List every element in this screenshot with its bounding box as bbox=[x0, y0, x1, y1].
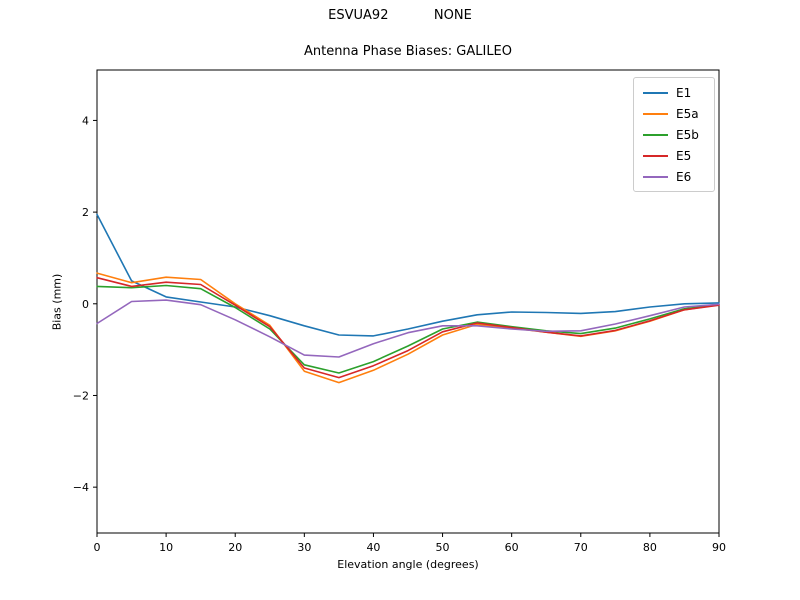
legend-line-swatch-E5 bbox=[643, 154, 668, 157]
y-tick-label: 4 bbox=[82, 114, 89, 127]
x-tick-label: 60 bbox=[505, 541, 519, 554]
series-line-E6 bbox=[96, 299, 720, 358]
legend-label-E5b: E5b bbox=[676, 127, 699, 142]
legend-label-E1: E1 bbox=[676, 85, 692, 100]
legend-label-E6: E6 bbox=[676, 169, 692, 184]
legend-item-E5: E5 bbox=[643, 145, 705, 166]
series-line-E1 bbox=[96, 213, 720, 337]
y-tick-label: −4 bbox=[73, 481, 89, 494]
x-tick-label: 20 bbox=[228, 541, 242, 554]
legend-label-E5a: E5a bbox=[676, 106, 699, 121]
figure-suptitle: ESVUA92 NONE bbox=[328, 8, 472, 23]
legend-line-swatch-E5b bbox=[643, 133, 668, 136]
x-tick-label: 10 bbox=[159, 541, 173, 554]
legend: E1 E5a E5b E5 E6 bbox=[633, 77, 715, 192]
y-tick-label: 2 bbox=[82, 206, 89, 219]
y-tick-label: −2 bbox=[73, 389, 89, 402]
series-line-E5 bbox=[96, 276, 720, 379]
legend-item-E5b: E5b bbox=[643, 124, 705, 145]
chart-title: Antenna Phase Biases: GALILEO bbox=[303, 44, 513, 59]
x-tick-label: 90 bbox=[712, 541, 726, 554]
x-axis-label: Elevation angle (degrees) bbox=[337, 558, 479, 571]
plot-border bbox=[96, 69, 720, 534]
legend-line-swatch-E1 bbox=[643, 91, 668, 94]
legend-item-E5a: E5a bbox=[643, 103, 705, 124]
y-axis-label: Bias (mm) bbox=[50, 273, 64, 331]
legend-item-E6: E6 bbox=[643, 166, 705, 187]
x-tick-label: 80 bbox=[643, 541, 657, 554]
x-tick-label: 30 bbox=[297, 541, 311, 554]
x-tick-label: 0 bbox=[94, 541, 101, 554]
legend-line-swatch-E5a bbox=[643, 112, 668, 115]
legend-line-swatch-E6 bbox=[643, 175, 668, 178]
x-tick-label: 40 bbox=[366, 541, 380, 554]
legend-label-E5: E5 bbox=[676, 148, 692, 163]
x-tick-label: 70 bbox=[574, 541, 588, 554]
x-tick-label: 50 bbox=[436, 541, 450, 554]
y-tick-label: 0 bbox=[82, 298, 89, 311]
series-line-E5b bbox=[96, 284, 720, 374]
legend-item-E1: E1 bbox=[643, 82, 705, 103]
